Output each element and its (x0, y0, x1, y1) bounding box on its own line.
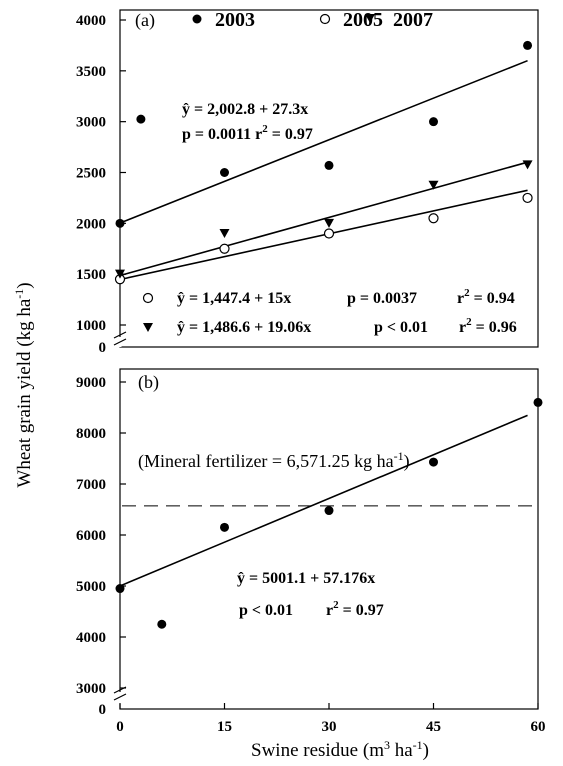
x-tick-label: 0 (116, 719, 124, 735)
panel-a-y-tick-label: 2000 (76, 216, 106, 232)
data-point-panel-b (115, 584, 125, 594)
legend-marker-2005 (319, 13, 331, 25)
panel-a-fit-lines (119, 59, 528, 281)
mineral-fertilizer-label: (Mineral fertilizer = 6,571.25 kg ha-1) (138, 449, 410, 472)
equation-panel-b: ŷ = 5001.1 + 57.176x (237, 570, 375, 587)
panel-b-frame (119, 368, 539, 710)
data-point-2003 (115, 218, 125, 228)
panel-b-break-mark (113, 693, 127, 701)
data-point-2007 (428, 180, 439, 190)
panel-b-fit-line (119, 414, 528, 587)
p-value-panel-b: p < 0.01 (239, 602, 293, 619)
panel-a-frame (119, 9, 539, 348)
data-point-2005 (219, 243, 230, 254)
panel-a-y-tick-label: 4000 (76, 13, 106, 29)
equation-marker-2007 (143, 323, 153, 332)
data-point-2003 (324, 160, 334, 170)
data-point-2007 (324, 218, 334, 228)
r2-2007: r2 = 0.96 (459, 316, 517, 336)
legend-label-2007: 2007 (393, 9, 433, 31)
panel-a-points (114, 40, 533, 285)
data-point-2003 (136, 114, 146, 124)
equation-2003: ŷ = 2,002.8 + 27.3x (182, 101, 308, 118)
data-point-2003 (429, 117, 438, 127)
equation-marker-2005 (142, 292, 154, 304)
data-point-panel-b (324, 506, 334, 516)
data-point-panel-b (533, 397, 543, 407)
panel-a-y-tick-label: 1000 (76, 318, 106, 334)
fit-line-2005 (119, 189, 528, 281)
r2-panel-b: r2 = 0.97 (326, 599, 384, 619)
panel-b-y-ticks: 9000 8000 7000 6000 5000 4000 3000 (76, 375, 126, 697)
panel-b-y-tick-label: 8000 (76, 426, 106, 442)
panel-b-label: (b) (138, 372, 159, 393)
legend-marker-2003 (192, 14, 202, 24)
panel-b-y-tick-label: 5000 (76, 579, 106, 595)
panel-b-y-tick-label: 4000 (76, 630, 106, 646)
data-point-panel-b (220, 522, 229, 532)
data-point-2007 (522, 160, 533, 170)
r2-2005: r2 = 0.94 (457, 287, 515, 307)
panel-b-y-tick-label: 9000 (76, 375, 106, 391)
panel-a-y-tick-label: 3500 (76, 64, 106, 80)
panel-a-break-mark (113, 338, 127, 346)
panel-a-label: (a) (135, 10, 155, 31)
legend: 2003 2005 2007 (192, 9, 433, 31)
x-tick-label: 15 (217, 719, 232, 735)
legend-label-2005: 2005 (343, 9, 383, 31)
data-point-panel-b (429, 457, 438, 467)
x-tick-label: 45 (426, 719, 441, 735)
data-point-2003 (220, 168, 229, 177)
panel-b-y-tick-label: 6000 (76, 528, 106, 544)
data-point-panel-b (157, 619, 167, 629)
x-axis-ticks: 0 15 30 45 60 (116, 703, 546, 735)
stats-2003: p = 0.0011 r2 = 0.97 (182, 123, 313, 143)
equation-2007: ŷ = 1,486.6 + 19.06x (177, 319, 311, 336)
panel-b-points (115, 397, 543, 629)
data-point-2005 (323, 228, 335, 239)
panel-a: 4000 3500 3000 2500 2000 1500 1000 0 (a) 2003 … (76, 9, 539, 356)
x-axis-label: Swine residue (m3 ha-1) (251, 738, 429, 761)
x-tick-label: 30 (322, 719, 337, 735)
data-point-2003 (523, 40, 533, 50)
fit-line-2003 (119, 59, 528, 224)
p-value-2007: p < 0.01 (374, 319, 428, 336)
legend-marker-2007 (365, 14, 375, 23)
panel-b-y-tick-label: 7000 (76, 477, 106, 493)
panel-b: 9000 8000 7000 6000 5000 4000 3000 0 0 15 30 45 60… (76, 368, 546, 735)
panel-a-zero-label: 0 (99, 340, 107, 356)
panel-a-y-ticks: 4000 3500 3000 2500 2000 1500 1000 (76, 13, 126, 334)
fit-line-panel-b (119, 414, 528, 587)
panel-a-y-tick-label: 3000 (76, 115, 106, 131)
data-point-2007 (219, 229, 230, 238)
panel-a-y-tick-label: 1500 (76, 267, 106, 283)
data-point-2007 (115, 269, 125, 279)
x-tick-label: 60 (531, 719, 546, 735)
data-point-2005 (428, 213, 439, 224)
legend-label-2003: 2003 (215, 9, 255, 31)
p-value-2005: p = 0.0037 (347, 290, 417, 307)
fit-line-2007 (119, 161, 528, 277)
panel-a-break-mark (113, 331, 127, 339)
y-axis-label: Wheat grain yield (kg ha-1) (12, 282, 35, 487)
equation-2005: ŷ = 1,447.4 + 15x (177, 290, 291, 307)
data-point-2005 (522, 192, 533, 204)
panel-b-y-tick-label: 3000 (76, 681, 106, 697)
panel-a-y-tick-label: 2500 (76, 166, 106, 182)
panel-b-zero-label: 0 (99, 702, 107, 718)
